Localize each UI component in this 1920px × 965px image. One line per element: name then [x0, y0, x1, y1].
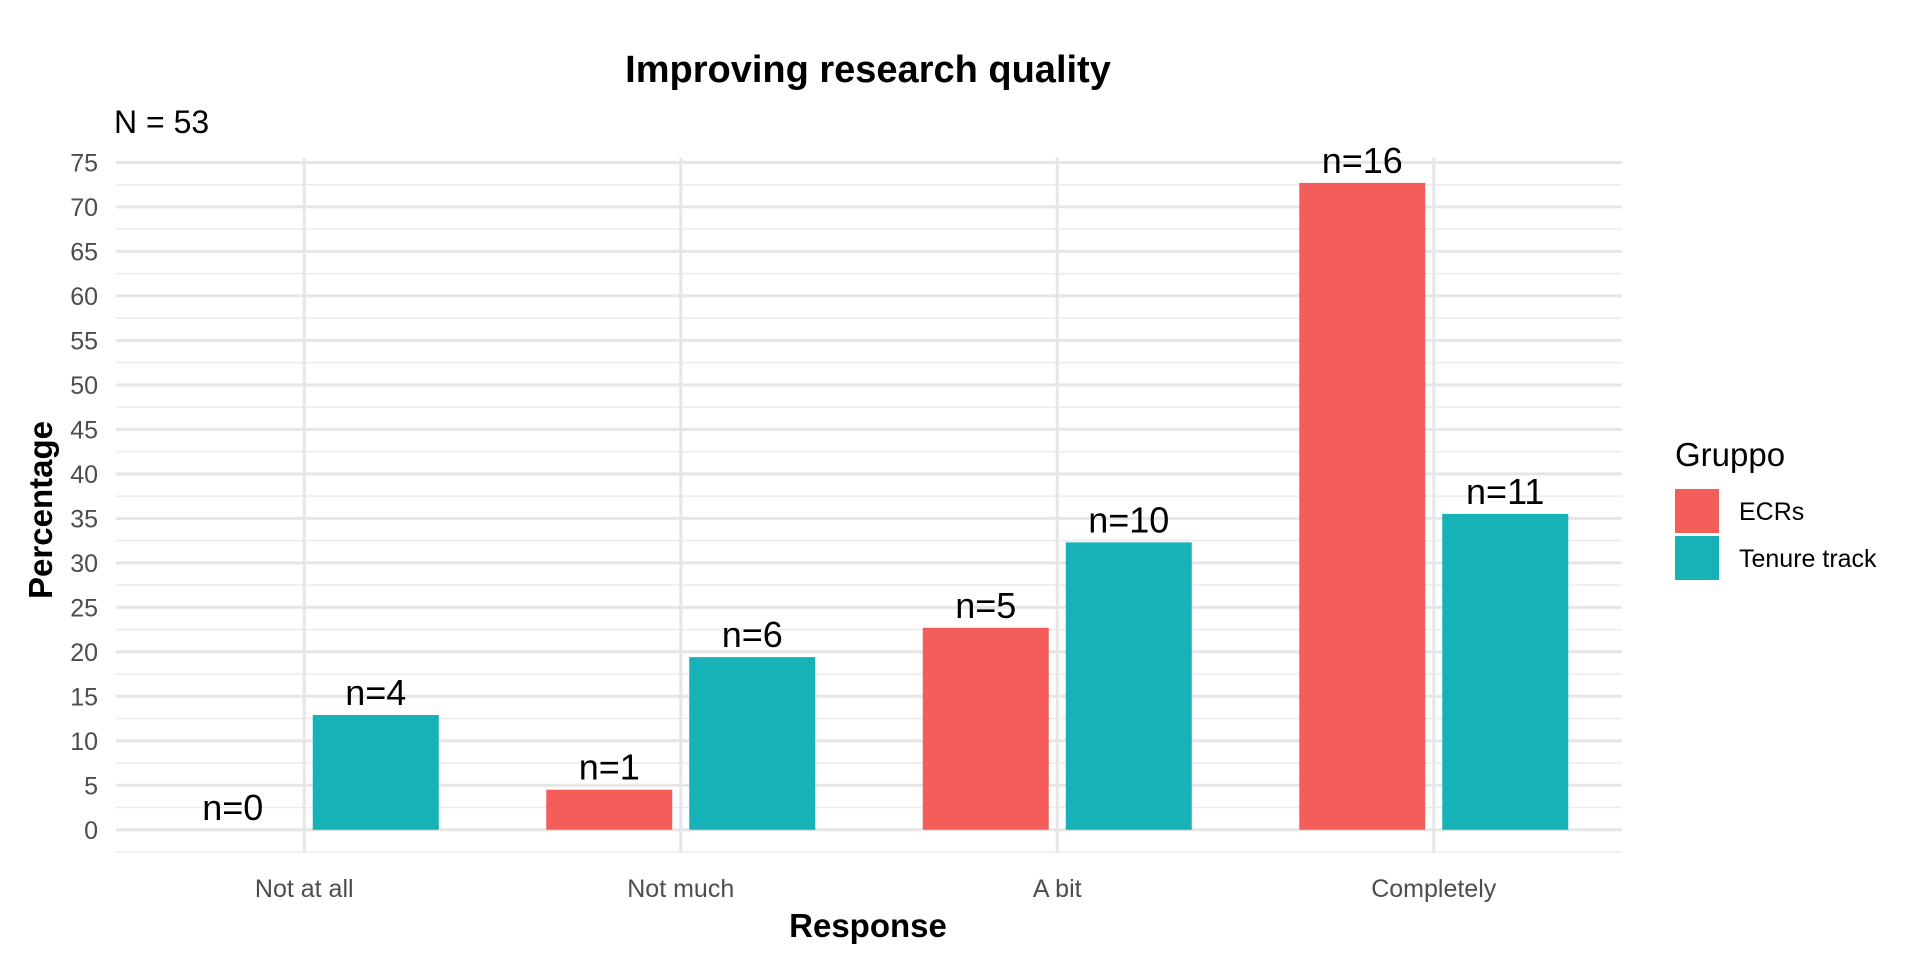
bar-labels: n=0 n=1 n=5 n=16 n=4 n=6 n=10 n=11 — [202, 140, 1544, 828]
y-axis-title: Percentage — [22, 421, 59, 599]
x-tick-label: Completely — [1371, 875, 1497, 903]
bar-data-label: n=1 — [579, 747, 640, 788]
y-tick-label: 50 — [70, 372, 98, 400]
bar — [689, 657, 816, 830]
chart-title: Improving research quality — [625, 49, 1111, 91]
y-tick-label: 20 — [70, 639, 98, 667]
legend-swatch — [1675, 536, 1719, 580]
chart-subtitle: N = 53 — [114, 104, 209, 140]
bar-data-label: n=11 — [1466, 471, 1544, 512]
y-tick-label: 5 — [84, 772, 98, 800]
bar — [546, 789, 673, 830]
legend-swatch — [1675, 489, 1719, 533]
bar — [1442, 513, 1569, 830]
y-tick-label: 60 — [70, 283, 98, 311]
x-axis-title: Response — [789, 907, 947, 944]
bar-data-label: n=5 — [955, 585, 1016, 626]
bar-data-label: n=4 — [345, 672, 406, 713]
y-tick-label: 55 — [70, 327, 98, 355]
y-tick-label: 25 — [70, 594, 98, 622]
legend-label: Tenure track — [1739, 545, 1877, 573]
y-tick-label: 40 — [70, 461, 98, 489]
y-tick-label: 35 — [70, 505, 98, 533]
bar-data-label: n=6 — [722, 614, 783, 655]
legend: Gruppo ECRs Tenure track — [1675, 436, 1877, 580]
legend-label: ECRs — [1739, 498, 1804, 526]
bar-data-label: n=16 — [1322, 140, 1403, 181]
y-tick-label: 15 — [70, 683, 98, 711]
x-tick-label: Not at all — [255, 875, 354, 903]
legend-items: ECRs Tenure track — [1675, 489, 1877, 580]
x-tick-label: Not much — [627, 875, 734, 903]
bar — [922, 627, 1049, 830]
y-tick-label: 45 — [70, 416, 98, 444]
legend-title: Gruppo — [1675, 436, 1785, 473]
bar-data-label: n=10 — [1088, 499, 1169, 540]
y-tick-label: 30 — [70, 550, 98, 578]
y-tick-label: 10 — [70, 728, 98, 756]
bar — [1299, 182, 1426, 830]
y-tick-label: 65 — [70, 238, 98, 266]
bar — [312, 714, 439, 830]
bar-data-label: n=0 — [202, 787, 263, 828]
bar — [1065, 542, 1192, 830]
axes: 0 5 10 15 20 25 30 35 40 45 50 55 60 65 70 75 Not at all… — [70, 149, 1497, 903]
y-tick-label: 70 — [70, 194, 98, 222]
y-tick-label: 75 — [70, 149, 98, 177]
x-tick-label: A bit — [1033, 875, 1082, 903]
y-tick-label: 0 — [84, 817, 98, 845]
bars — [312, 182, 1569, 830]
